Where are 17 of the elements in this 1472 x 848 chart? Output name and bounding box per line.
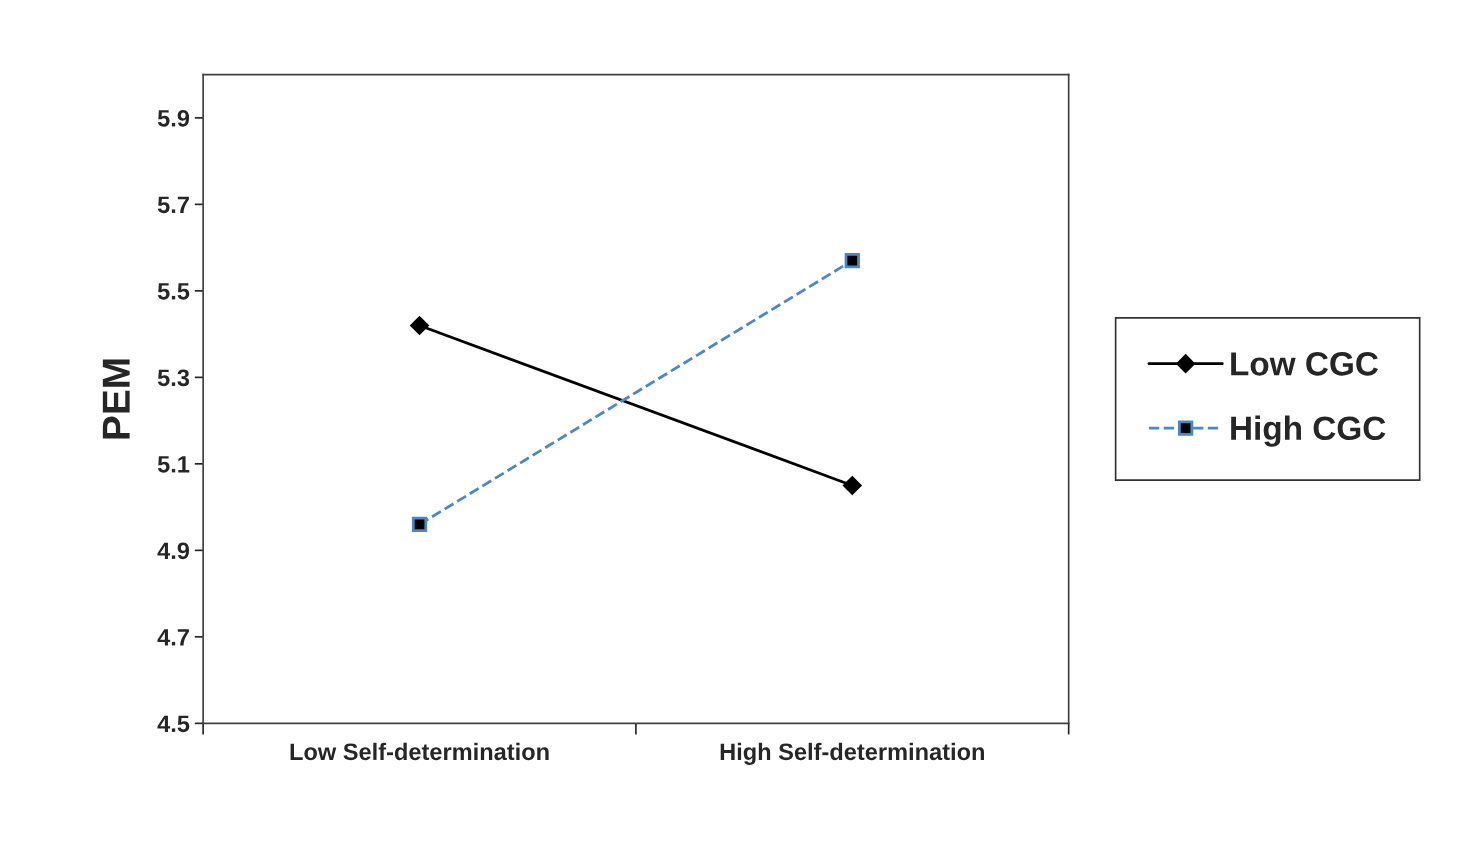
point	[844, 252, 860, 269]
point	[411, 516, 428, 533]
x-tick-label: High Self-determination	[720, 742, 984, 765]
y-tick-label: 5.1	[157, 456, 190, 473]
y-tick-label: 5.5	[157, 283, 190, 300]
legend-label: High CGC	[1231, 415, 1386, 447]
y-tick-label: 4.9	[157, 542, 190, 560]
y-tick-label: 4.5	[157, 715, 190, 733]
y-tick-label: 4.7	[157, 629, 189, 646]
y-tick-label: 5.3	[157, 369, 190, 387]
legend-label: Low CGC	[1231, 352, 1379, 376]
point	[410, 316, 429, 335]
y-tick-label: 5.7	[157, 196, 189, 214]
y-tick-label: 5.9	[157, 109, 190, 127]
y-axis-title: PEM	[102, 359, 130, 439]
point	[843, 476, 862, 495]
x-tick-label: Low Self-determination	[290, 742, 549, 761]
